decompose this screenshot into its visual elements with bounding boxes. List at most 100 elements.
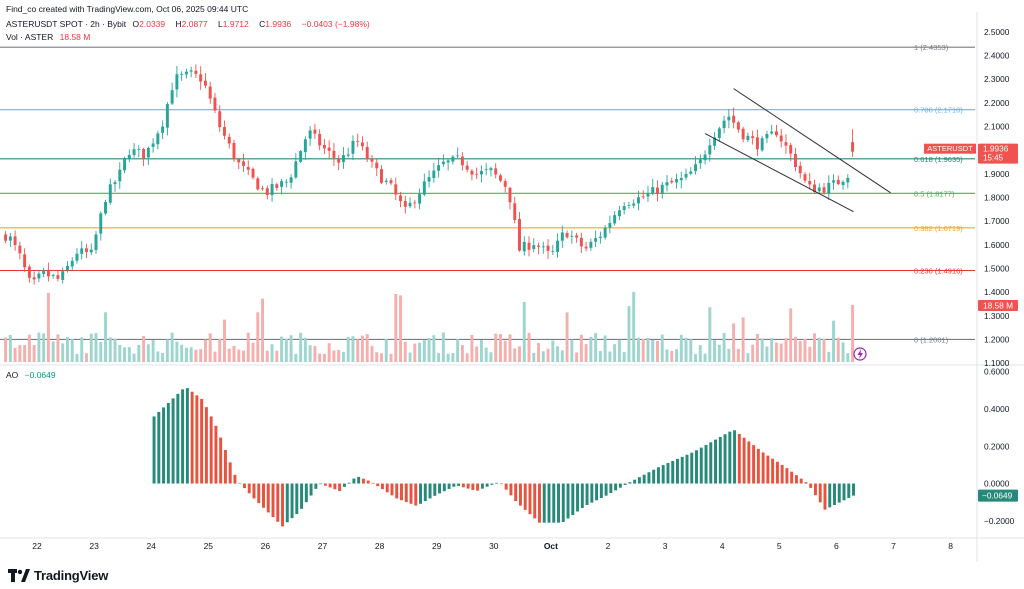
ao-bar [756,448,760,484]
ao-bar [538,483,541,523]
volume-bar [484,347,488,362]
symbol-legend[interactable]: ASTERUSDT SPOT · 2h · Bybit O2.0339 H2.0… [6,19,374,29]
ao-bar [366,480,370,484]
fibonacci-levels[interactable]: 1 (2.4353) 0.786 (2.1710) 0.618 (1.9635) 0.… [0,43,975,344]
candle-body [717,128,721,138]
volume-bar [218,338,222,362]
volume-bar [142,335,146,362]
ao-bar [342,483,346,487]
ao-legend[interactable]: AO −0.0649 [6,370,60,380]
volume-bar [427,338,431,362]
ao-bar [333,483,337,490]
candle-body [670,180,674,183]
ao-bar [152,416,156,484]
volume-bar [70,338,74,362]
volume-bar [670,350,674,362]
candle-body [656,187,659,194]
candle-body [356,141,360,142]
volume-legend[interactable]: Vol · ASTER 18.58 M [6,32,94,42]
fib-label: 0.5 (1.8177) [914,189,955,198]
volume-bar [841,342,845,362]
candle-body [479,170,483,175]
candle-body [541,246,545,248]
candle-body [603,227,607,238]
volume-bar [146,344,150,362]
volume-bar [327,343,331,362]
ao-bar [290,483,294,519]
candle-body [380,169,383,183]
ao-bar [190,391,194,484]
volume-bar [551,340,555,362]
candle-body [332,150,336,158]
ao-bar [628,482,632,484]
candle-body [175,74,179,90]
ao-bar [637,477,641,484]
volume-bar [808,346,812,362]
candle-body [575,235,579,238]
ao-bar [794,475,798,484]
volume-bar [446,353,450,362]
candle-body [4,234,8,241]
volume-bar [189,347,193,362]
volume-bar [199,349,203,362]
candle-body [56,275,60,279]
ao-bar [666,463,670,484]
candle-body [94,234,98,250]
volume-bar [56,334,60,362]
candle-body [846,177,850,183]
volume-bar [360,335,364,362]
candle-body [208,86,212,99]
candle-body [137,148,141,150]
change-value: −0.0403 (−1.98%) [301,19,370,29]
volume-bar [817,337,821,362]
candle-body [789,145,793,154]
ao-bar [723,434,727,484]
candle-body [265,188,269,195]
candle-body [123,157,127,171]
time-tick-label: 27 [318,541,328,551]
ao-bar [328,483,332,488]
volume-bar [85,353,88,362]
tradingview-logo[interactable]: TradingView [8,568,108,583]
ao-tick-label: −0.2000 [984,516,1015,526]
volume-bar [51,341,55,362]
price-tick-label: 1.6000 [984,240,1010,250]
candle-body [360,142,364,147]
ao-tick-label: 0.4000 [984,404,1010,414]
volume-bar [351,336,355,362]
volume-bar [375,352,379,362]
volume-bar [256,312,260,362]
descending-channel[interactable] [704,88,891,213]
ao-bar [400,483,403,501]
ao-bar [752,445,756,484]
ao-bar [300,483,304,509]
time-tick-label: 28 [375,541,385,551]
ao-bar [176,393,180,484]
time-tick-label: 24 [146,541,156,551]
ao-value: −0.0649 [24,370,56,380]
candle-body [256,178,260,190]
volume-bar [418,342,422,362]
ao-bar [476,483,480,491]
volume-bar [237,349,241,362]
volume-bar [656,341,659,362]
volume-bar [560,350,564,362]
price-tick-label: 1.2000 [984,335,1010,345]
candle-body [89,249,93,253]
candle-body [251,168,255,178]
ao-bar [376,483,380,487]
candle-body [156,133,160,145]
ao-bar [790,471,794,484]
volume-bar [389,353,393,362]
ao-bar [238,482,242,484]
time-tick-label: 7 [891,541,896,551]
volume-bar [508,334,512,362]
ao-bar [200,398,204,484]
volume-bar [570,339,574,362]
ao-bar [766,455,770,484]
ao-bar [204,407,208,484]
ao-bar [214,425,218,484]
volume-bar [165,339,169,362]
ao-bar [223,450,227,484]
volume-bar [518,346,521,362]
